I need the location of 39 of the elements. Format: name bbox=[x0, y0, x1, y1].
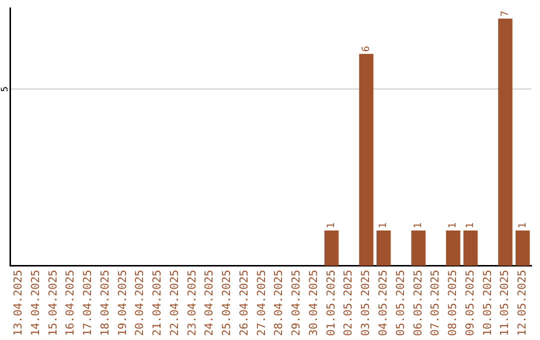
x-tick-label: 16.04.2025 bbox=[64, 270, 77, 336]
x-tick-label: 08.05.2025 bbox=[446, 270, 460, 336]
x-tick-label: 20.04.2025 bbox=[133, 270, 146, 336]
x-tick-label: 30.04.2025 bbox=[306, 270, 320, 336]
x-tick-label: 26.04.2025 bbox=[237, 270, 250, 336]
data-label: 1 bbox=[465, 222, 476, 228]
y-tick-label: 5 bbox=[0, 86, 10, 92]
x-tick-label: 07.05.2025 bbox=[428, 270, 442, 336]
data-label: 1 bbox=[326, 222, 338, 228]
x-tick-label: 23.04.2025 bbox=[185, 270, 198, 336]
x-tick-label: 12.05.2025 bbox=[516, 270, 529, 336]
data-label: 7 bbox=[500, 10, 511, 17]
x-tick-label: 21.04.2025 bbox=[150, 270, 164, 336]
data-label: 1 bbox=[378, 222, 390, 228]
x-tick-label: 05.05.2025 bbox=[394, 270, 407, 336]
x-tick-label: 10.05.2025 bbox=[480, 270, 494, 336]
x-tick-label: 29.04.2025 bbox=[290, 270, 303, 336]
data-label: 6 bbox=[360, 46, 372, 52]
x-tick-label: 28.04.2025 bbox=[272, 270, 286, 336]
x-tick-label: 17.04.2025 bbox=[81, 270, 94, 336]
data-label: 1 bbox=[412, 222, 424, 228]
x-tick-label: 01.05.2025 bbox=[324, 270, 338, 336]
x-tick-label: 06.05.2025 bbox=[411, 270, 424, 336]
x-tick-label: 14.04.2025 bbox=[28, 270, 42, 336]
x-tick-label: 15.04.2025 bbox=[46, 270, 60, 336]
x-tick-label: 25.04.2025 bbox=[220, 270, 234, 336]
x-tick-label: 09.05.2025 bbox=[463, 270, 476, 336]
x-tick-label: 24.04.2025 bbox=[202, 270, 216, 336]
x-tick-label: 11.05.2025 bbox=[498, 270, 512, 336]
x-tick-label: 04.05.2025 bbox=[376, 270, 390, 336]
x-tick-label: 22.04.2025 bbox=[168, 270, 181, 336]
x-tick-label: 13.04.2025 bbox=[12, 270, 25, 336]
x-tick-label: 03.05.2025 bbox=[359, 270, 372, 336]
x-tick-label: 02.05.2025 bbox=[342, 270, 355, 336]
data-label: 1 bbox=[448, 222, 459, 228]
x-tick-label: 19.04.2025 bbox=[116, 270, 129, 336]
x-tick-label: 18.04.2025 bbox=[98, 270, 112, 336]
data-label: 1 bbox=[517, 222, 528, 228]
x-tick-label: 27.04.2025 bbox=[254, 270, 268, 336]
